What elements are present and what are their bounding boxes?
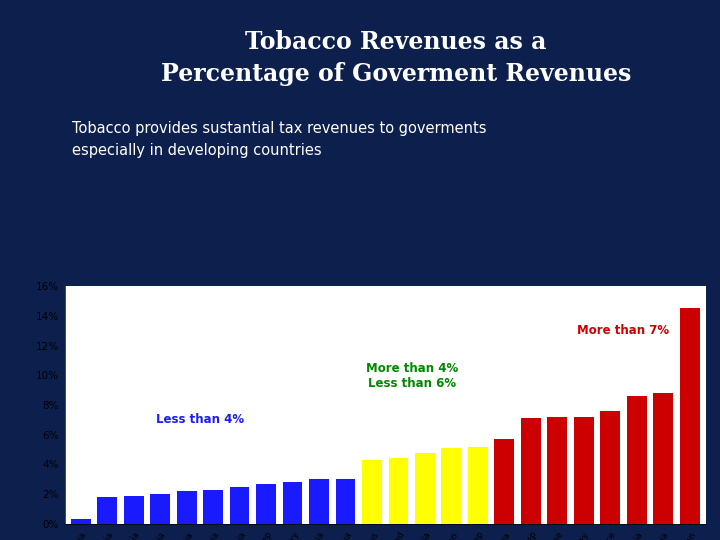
Bar (600, 411, 620, 524)
Bar (97, 497, 117, 524)
Bar (150, 494, 170, 524)
Bar (256, 484, 276, 524)
Text: Percentage of Goverment Revenues: Percentage of Goverment Revenues (161, 62, 631, 86)
Bar (230, 487, 250, 524)
Bar (309, 480, 329, 524)
Bar (680, 308, 700, 524)
Text: Tobacco Revenues as a: Tobacco Revenues as a (246, 30, 546, 53)
Bar (653, 393, 673, 524)
Bar (362, 460, 382, 524)
Bar (441, 448, 462, 524)
Bar (389, 458, 408, 524)
Text: More than 7%: More than 7% (577, 323, 670, 337)
Bar (574, 417, 594, 524)
Bar (521, 418, 541, 524)
Bar (336, 480, 356, 524)
Bar (468, 447, 488, 524)
Bar (415, 453, 435, 524)
Bar (124, 496, 143, 524)
Bar (547, 417, 567, 524)
Bar (282, 482, 302, 524)
Text: Less than 6%: Less than 6% (368, 377, 456, 390)
Text: Tobacco provides sustantial tax revenues to goverments
especially in developing : Tobacco provides sustantial tax revenues… (72, 122, 487, 158)
Bar (71, 519, 91, 524)
Text: More than 4%: More than 4% (366, 362, 458, 375)
Bar (627, 396, 647, 524)
Bar (495, 439, 514, 524)
Text: Less than 4%: Less than 4% (156, 413, 244, 426)
Bar (176, 491, 197, 524)
Bar (203, 490, 223, 524)
